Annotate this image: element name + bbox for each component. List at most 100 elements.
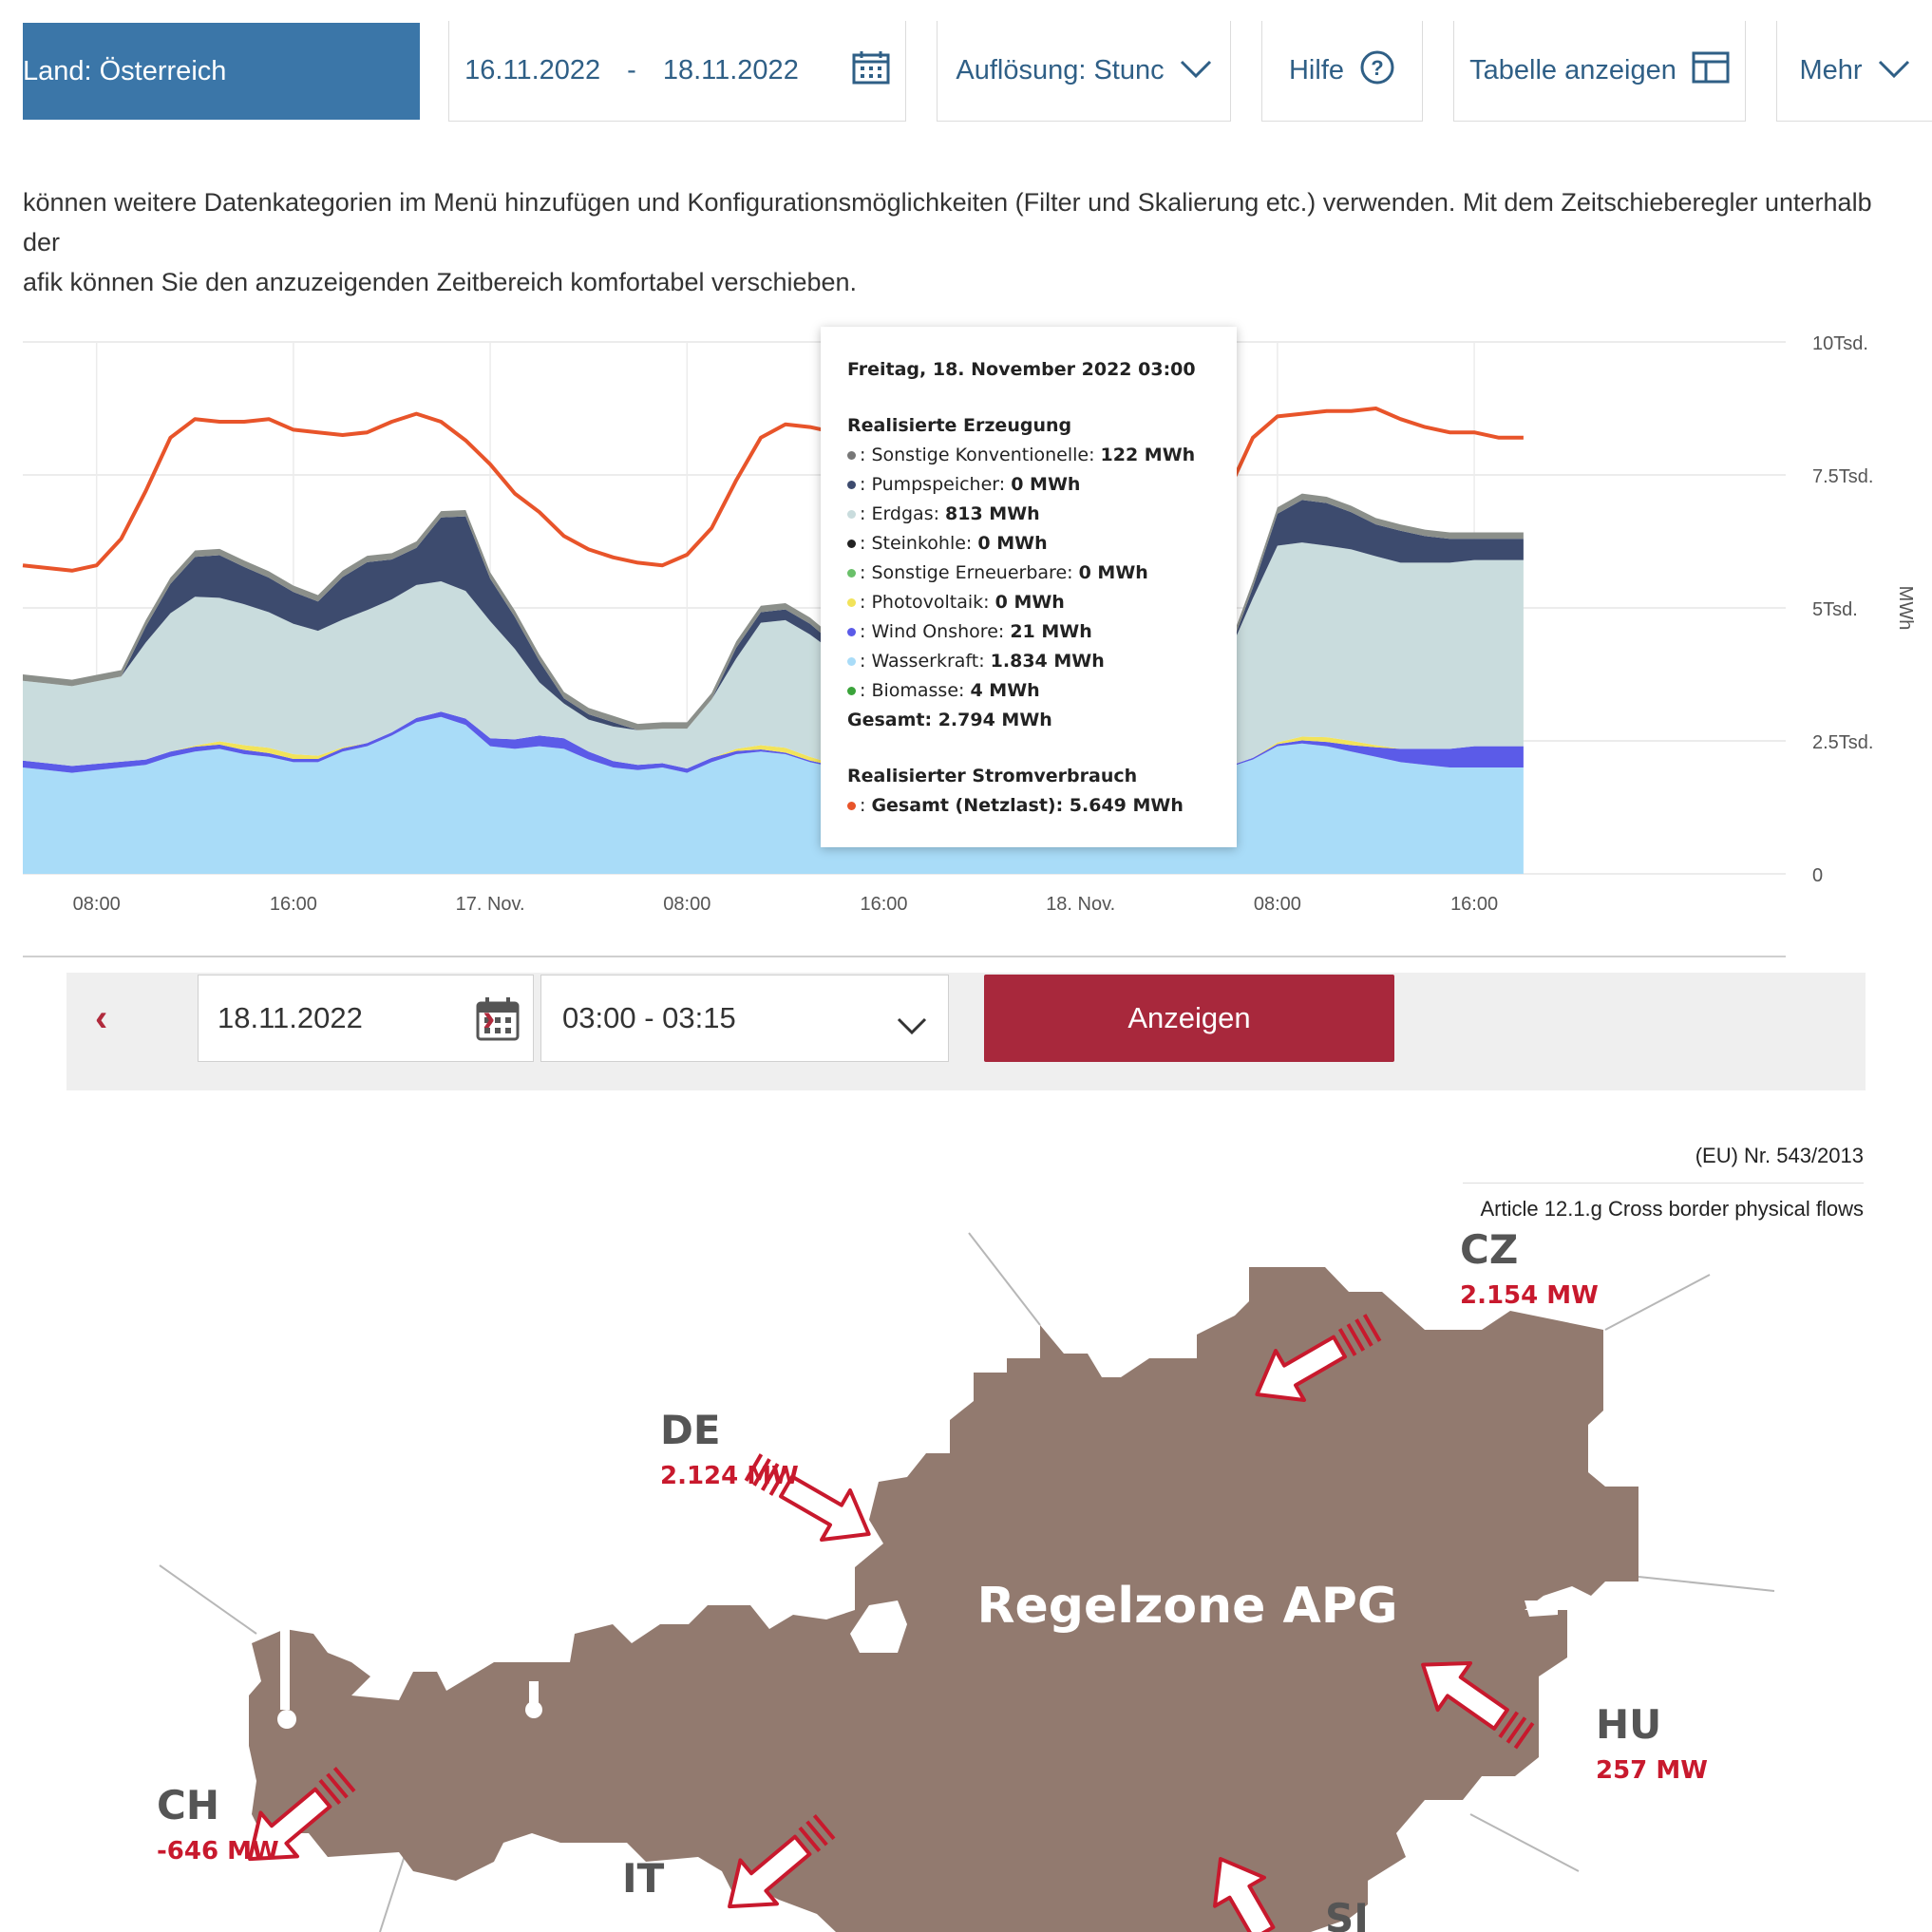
tooltip-row-label: : Wasserkraft:	[860, 651, 991, 672]
top-toolbar: Land: Österreich 16.11.2022 - 18.11.2022…	[0, 0, 1932, 142]
tooltip-section-consumption: Realisierter Stromverbrauch	[847, 766, 1138, 786]
resolution-dropdown[interactable]: Auflösung: Stunc	[937, 21, 1231, 122]
tooltip-rows: : Sonstige Konventionelle: 122 MWh: Pump…	[847, 441, 1210, 706]
flow-arrows	[248, 1314, 1535, 1932]
country-code-si: SI	[1325, 1895, 1369, 1932]
show-button[interactable]: Anzeigen	[984, 975, 1394, 1062]
chart-areas	[23, 493, 1524, 874]
load-line	[22, 407, 1524, 577]
table-label: Tabelle anzeigen	[1469, 55, 1676, 85]
legend-dot-icon	[847, 598, 856, 607]
tooltip-row-value: 21 MWh	[1010, 621, 1092, 642]
arrow-it-icon	[728, 1814, 836, 1909]
help-label: Hilfe	[1288, 55, 1344, 85]
show-table-button[interactable]: Tabelle anzeigen	[1453, 21, 1746, 122]
x-tick-label: 08:00	[663, 894, 710, 915]
flow-value-hu: 257 MW	[1596, 1756, 1708, 1785]
tooltip-row: : Wasserkraft: 1.834 MWh	[847, 647, 1210, 676]
tooltip-row-value: 0 MWh	[977, 533, 1048, 554]
tooltip-row-label: : Sonstige Erneuerbare:	[860, 562, 1079, 583]
tooltip-row-label: : Biomasse:	[860, 680, 971, 701]
tooltip-row-label: : Erdgas:	[860, 503, 946, 524]
date-separator: -	[627, 55, 636, 85]
resolution-label: Auflösung: Stunc	[956, 55, 1165, 85]
zone-label: Regelzone APG	[976, 1578, 1397, 1635]
more-label: Mehr	[1799, 55, 1863, 85]
legend-dot-icon	[847, 451, 856, 460]
x-tick-label: 17. Nov.	[456, 894, 525, 915]
tooltip-row-value: 4 MWh	[970, 680, 1040, 701]
flow-value-ch: -646 MW	[157, 1837, 279, 1866]
divider	[1463, 1183, 1864, 1184]
tooltip-load-row: : Gesamt (Netzlast): 5.649 MWh	[847, 791, 1210, 821]
tooltip-row: : Steinkohle: 0 MWh	[847, 529, 1210, 559]
date-from: 16.11.2022	[464, 55, 601, 85]
date-range-picker[interactable]: 16.11.2022 - 18.11.2022	[448, 21, 906, 122]
country-selector[interactable]: Land: Österreich	[23, 23, 420, 120]
austria-shape	[249, 1267, 1638, 1932]
country-label: Land: Österreich	[23, 55, 227, 86]
area-series-3	[23, 542, 1524, 780]
tooltip-row: : Wind Onshore: 21 MWh	[847, 617, 1210, 647]
x-tick-label: 16:00	[1450, 894, 1498, 915]
austria-flow-map: Regelzone APG CZ 2.154 MW DE 2.124 MW HU…	[157, 1226, 1775, 1932]
y-axis-label: MWh	[1895, 586, 1916, 631]
tooltip-row-value: 0 MWh	[1078, 562, 1148, 583]
tooltip-row-value: 122 MWh	[1100, 445, 1196, 465]
tooltip-row: : Sonstige Erneuerbare: 0 MWh	[847, 559, 1210, 588]
more-dropdown[interactable]: Mehr	[1776, 21, 1932, 122]
arrow-ch-icon	[248, 1767, 356, 1862]
help-button[interactable]: Hilfe ?	[1261, 21, 1423, 122]
arrow-hu-icon	[1421, 1661, 1535, 1750]
x-tick-label: 08:00	[1254, 894, 1301, 915]
legend-dot-icon	[847, 628, 856, 636]
flow-value-cz: 2.154 MW	[1460, 1281, 1599, 1310]
y-tick-label: 5Tsd.	[1812, 599, 1858, 620]
chevron-down-icon	[1180, 55, 1212, 86]
date-time-controls: ‹ 18.11.2022 › 03:00 - 03:15 Anzeigen	[66, 973, 1866, 1090]
country-code-ch: CH	[157, 1782, 219, 1828]
y-tick-label: 0	[1812, 865, 1823, 886]
tooltip-row: : Biomasse: 4 MWh	[847, 676, 1210, 706]
legend-dot-icon	[847, 569, 856, 578]
arrow-de-icon	[744, 1453, 871, 1542]
question-icon: ?	[1359, 49, 1395, 93]
date-to: 18.11.2022	[662, 55, 799, 85]
article-label: Article 12.1.g Cross border physical flo…	[1480, 1197, 1865, 1221]
tooltip-row-value: 0 MWh	[994, 592, 1065, 613]
tooltip-row: : Sonstige Konventionelle: 122 MWh	[847, 441, 1210, 470]
chevron-left-icon[interactable]: ‹	[95, 997, 108, 1039]
chevron-down-icon	[1878, 55, 1910, 86]
time-select-value: 03:00 - 03:15	[562, 1001, 736, 1034]
intro-line-1: können weitere Datenkategorien im Menü h…	[23, 188, 1872, 256]
x-tick-label: 16:00	[860, 894, 907, 915]
chevron-right-icon[interactable]: ›	[483, 997, 496, 1039]
tooltip-row-value: 0 MWh	[1011, 474, 1081, 495]
tooltip-row-label: : Steinkohle:	[860, 533, 978, 554]
calendar-icon[interactable]	[852, 50, 890, 92]
tooltip-total: Gesamt: 2.794 MWh	[847, 710, 1052, 730]
time-select[interactable]: 03:00 - 03:15	[540, 975, 949, 1062]
x-tick-label: 08:00	[73, 894, 121, 915]
table-icon	[1692, 51, 1730, 91]
area-series-5	[23, 493, 1524, 738]
legend-dot-icon	[847, 687, 856, 695]
legend-dot-icon	[847, 540, 856, 548]
legend-dot-icon	[847, 510, 856, 519]
arrow-si-icon	[1213, 1857, 1276, 1932]
arrow-cz-icon	[1255, 1314, 1382, 1402]
date-input[interactable]: 18.11.2022	[198, 975, 534, 1062]
x-tick-label: 16:00	[270, 894, 317, 915]
calendar-icon[interactable]	[476, 996, 520, 1050]
date-input-value: 18.11.2022	[218, 1001, 363, 1034]
chevron-down-icon	[897, 1010, 927, 1044]
tooltip-row: : Erdgas: 813 MWh	[847, 500, 1210, 529]
tooltip-row-label: : Wind Onshore:	[860, 621, 1011, 642]
tooltip-row-label: : Sonstige Konventionelle:	[860, 445, 1101, 465]
regulation-label: (EU) Nr. 543/2013	[1695, 1144, 1864, 1167]
flow-value-de: 2.124 MW	[660, 1462, 799, 1490]
border-lines	[159, 1232, 1775, 1932]
tooltip-section-generation: Realisierte Erzeugung	[847, 415, 1072, 436]
country-code-it: IT	[622, 1855, 665, 1902]
